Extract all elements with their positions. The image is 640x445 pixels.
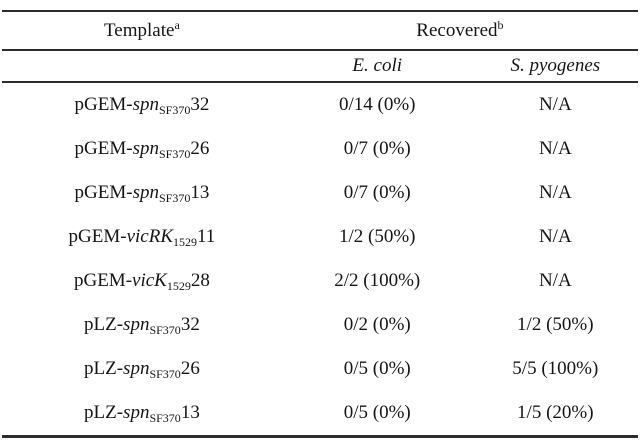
header-row-species: E. coli S. pyogenes <box>2 50 638 83</box>
results-table: Templatea Recoveredb E. coli S. pyogenes… <box>2 10 638 438</box>
strain-subscript: 1529 <box>173 235 198 249</box>
template-cell: pLZ-spnSF37026 <box>2 347 282 391</box>
gene-name: vicRK <box>126 226 174 247</box>
plasmid-prefix: pGEM- <box>68 226 127 247</box>
ecoli-cell: 0/5 (0%) <box>343 358 411 379</box>
header-template-label: Template <box>104 19 175 41</box>
strain-subscript: SF370 <box>158 103 191 117</box>
plasmid-prefix: pLZ- <box>84 358 124 379</box>
table-row: pGEM-vicRK152911 1/2 (50%) N/A <box>2 215 638 259</box>
table-row: pLZ-spnSF37026 0/5 (0%) 5/5 (100%) <box>2 347 638 391</box>
clone-number: 32 <box>190 94 210 115</box>
gene-name: spn <box>123 402 150 423</box>
table-row: pLZ-spnSF37032 0/2 (0%) 1/2 (50%) <box>2 303 638 347</box>
template-cell: pLZ-spnSF37013 <box>2 391 282 437</box>
spyogenes-cell: N/A <box>538 138 572 159</box>
table-row: pGEM-spnSF37032 0/14 (0%) N/A <box>2 82 638 127</box>
spyogenes-cell: N/A <box>538 270 572 291</box>
clone-number: 28 <box>190 270 210 291</box>
plasmid-prefix: pGEM- <box>74 138 133 159</box>
header-recovered-label: Recovered <box>416 19 498 41</box>
header-row-groups: Templatea Recoveredb <box>2 11 638 51</box>
strain-subscript: SF370 <box>158 147 191 161</box>
template-cell: pGEM-vicRK152911 <box>2 215 282 259</box>
ecoli-cell: 0/7 (0%) <box>343 138 411 159</box>
template-cell: pGEM-spnSF37026 <box>2 127 282 171</box>
strain-subscript: SF370 <box>158 191 191 205</box>
plasmid-prefix: pGEM- <box>74 94 133 115</box>
header-recovered: Recoveredb <box>281 11 638 51</box>
clone-number: 26 <box>190 138 210 159</box>
header-ecoli: E. coli <box>281 50 473 83</box>
spyogenes-cell: N/A <box>538 94 572 115</box>
template-cell: pGEM-vicK152928 <box>2 259 282 303</box>
strain-subscript: SF370 <box>149 411 181 425</box>
clone-number: 26 <box>180 358 200 379</box>
spyogenes-cell: 5/5 (100%) <box>512 358 599 379</box>
clone-number: 13 <box>180 402 200 423</box>
ecoli-cell: 0/7 (0%) <box>343 182 411 203</box>
table-row: pGEM-vicK152928 2/2 (100%) N/A <box>2 259 638 303</box>
spyogenes-cell: N/A <box>538 226 572 247</box>
gene-name: spn <box>132 94 159 115</box>
strain-subscript: SF370 <box>149 367 181 381</box>
clone-number: 13 <box>190 182 210 203</box>
template-cell: pGEM-spnSF37013 <box>2 171 282 215</box>
paper-table-figure: Templatea Recoveredb E. coli S. pyogenes… <box>0 10 640 445</box>
ecoli-cell: 2/2 (100%) <box>334 270 421 291</box>
strain-subscript: 1529 <box>166 279 191 293</box>
gene-name: spn <box>132 182 159 203</box>
ecoli-cell: 0/14 (0%) <box>338 94 416 115</box>
template-cell: pLZ-spnSF37032 <box>2 303 282 347</box>
template-footnote-marker: a <box>174 17 180 32</box>
spyogenes-cell: 1/2 (50%) <box>517 314 594 335</box>
template-cell: pGEM-spnSF37032 <box>2 82 282 127</box>
header-template: Templatea <box>2 11 282 51</box>
plasmid-prefix: pLZ- <box>84 402 124 423</box>
recovered-footnote-marker: b <box>497 17 504 32</box>
plasmid-prefix: pGEM- <box>73 270 133 291</box>
table-row: pGEM-spnSF37026 0/7 (0%) N/A <box>2 127 638 171</box>
spyogenes-cell: 1/5 (20%) <box>517 402 594 423</box>
plasmid-prefix: pLZ- <box>84 314 124 335</box>
plasmid-prefix: pGEM- <box>74 182 133 203</box>
clone-number: 32 <box>180 314 200 335</box>
ecoli-cell: 1/2 (50%) <box>338 226 416 247</box>
clone-number: 11 <box>197 226 216 247</box>
header-empty-cell <box>2 50 282 83</box>
table-row: pLZ-spnSF37013 0/5 (0%) 1/5 (20%) <box>2 391 638 437</box>
gene-name: spn <box>132 138 159 159</box>
header-spyogenes: S. pyogenes <box>472 50 638 83</box>
gene-name: vicK <box>132 270 167 291</box>
strain-subscript: SF370 <box>149 323 181 337</box>
gene-name: spn <box>123 314 150 335</box>
ecoli-cell: 0/2 (0%) <box>343 314 411 335</box>
ecoli-cell: 0/5 (0%) <box>343 402 411 423</box>
table-row: pGEM-spnSF37013 0/7 (0%) N/A <box>2 171 638 215</box>
gene-name: spn <box>123 358 150 379</box>
spyogenes-cell: N/A <box>538 182 572 203</box>
